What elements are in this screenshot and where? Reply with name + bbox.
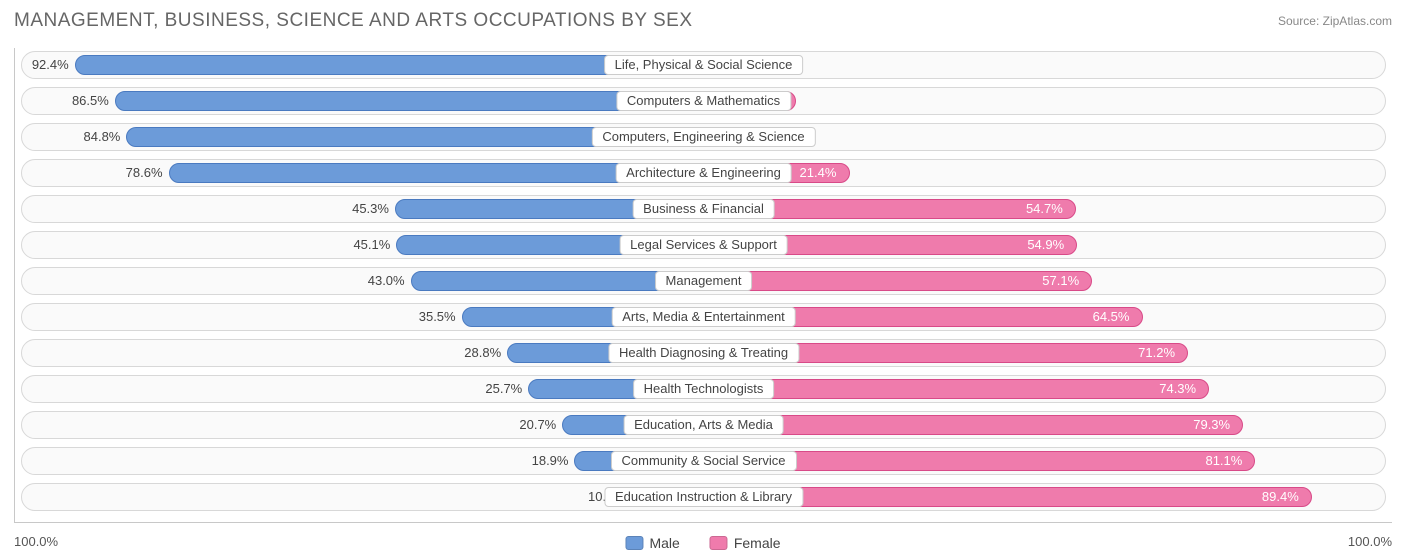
female-pct-label: 79.3% (1193, 417, 1230, 432)
category-label: Community & Social Service (611, 451, 797, 471)
category-label: Computers & Mathematics (616, 91, 791, 111)
legend-male: Male (625, 535, 679, 551)
male-pct-label: 84.8% (84, 129, 121, 144)
female-pct-label: 54.7% (1026, 201, 1063, 216)
female-pct-label: 74.3% (1159, 381, 1196, 396)
male-pct-label: 28.8% (464, 345, 501, 360)
male-bar (115, 91, 703, 111)
chart-row: 86.5%13.5%Computers & Mathematics (15, 84, 1392, 118)
male-swatch-icon (625, 536, 643, 550)
axis-label-left: 100.0% (14, 534, 58, 549)
male-pct-label: 25.7% (485, 381, 522, 396)
category-label: Legal Services & Support (619, 235, 788, 255)
chart-row: 45.3% 54.7% Business & Financial (15, 192, 1392, 226)
category-label: Management (655, 271, 753, 291)
chart-row: 18.9% 81.1% Community & Social Service (15, 444, 1392, 478)
chart-area: 92.4%7.6%Life, Physical & Social Science… (14, 48, 1392, 523)
category-label: Education Instruction & Library (604, 487, 803, 507)
male-pct-label: 45.1% (353, 237, 390, 252)
chart-row: 84.8%15.2%Computers, Engineering & Scien… (15, 120, 1392, 154)
category-label: Health Diagnosing & Treating (608, 343, 799, 363)
category-label: Health Technologists (633, 379, 775, 399)
chart-row: 25.7% 74.3% Health Technologists (15, 372, 1392, 406)
female-bar (704, 271, 1092, 291)
category-label: Business & Financial (632, 199, 775, 219)
male-pct-label: 43.0% (368, 273, 405, 288)
chart-row: 92.4%7.6%Life, Physical & Social Science (15, 48, 1392, 82)
chart-row: 78.6% 21.4% Architecture & Engineering (15, 156, 1392, 190)
male-pct-label: 92.4% (32, 57, 69, 72)
female-pct-label: 89.4% (1262, 489, 1299, 504)
source-name: ZipAtlas.com (1323, 14, 1392, 28)
category-label: Life, Physical & Social Science (604, 55, 804, 75)
axis-label-right: 100.0% (1348, 534, 1392, 549)
chart-row: 45.1% 54.9% Legal Services & Support (15, 228, 1392, 262)
legend-female: Female (710, 535, 781, 551)
legend-male-label: Male (649, 535, 679, 551)
female-bar (704, 379, 1209, 399)
female-pct-label: 21.4% (800, 165, 837, 180)
chart-row: 20.7% 79.3% Education, Arts & Media (15, 408, 1392, 442)
male-pct-label: 86.5% (72, 93, 109, 108)
category-label: Architecture & Engineering (615, 163, 792, 183)
female-pct-label: 54.9% (1027, 237, 1064, 252)
legend: Male Female (625, 535, 780, 551)
male-pct-label: 35.5% (419, 309, 456, 324)
chart-title: MANAGEMENT, BUSINESS, SCIENCE AND ARTS O… (14, 10, 693, 32)
female-pct-label: 71.2% (1138, 345, 1175, 360)
source-attribution: Source: ZipAtlas.com (1278, 14, 1392, 28)
female-pct-label: 81.1% (1205, 453, 1242, 468)
legend-female-label: Female (734, 535, 781, 551)
female-swatch-icon (710, 536, 728, 550)
chart-row: 10.6%89.4%Education Instruction & Librar… (15, 480, 1392, 514)
male-pct-label: 45.3% (352, 201, 389, 216)
category-label: Computers, Engineering & Science (591, 127, 815, 147)
chart-row: 43.0% 57.1% Management (15, 264, 1392, 298)
category-label: Arts, Media & Entertainment (611, 307, 796, 327)
source-prefix: Source: (1278, 14, 1323, 28)
male-pct-label: 20.7% (519, 417, 556, 432)
chart-row: 35.5% 64.5% Arts, Media & Entertainment (15, 300, 1392, 334)
male-pct-label: 18.9% (532, 453, 569, 468)
male-pct-label: 78.6% (126, 165, 163, 180)
female-bar (704, 415, 1243, 435)
category-label: Education, Arts & Media (623, 415, 784, 435)
female-pct-label: 64.5% (1093, 309, 1130, 324)
female-pct-label: 57.1% (1042, 273, 1079, 288)
chart-row: 28.8% 71.2% Health Diagnosing & Treating (15, 336, 1392, 370)
